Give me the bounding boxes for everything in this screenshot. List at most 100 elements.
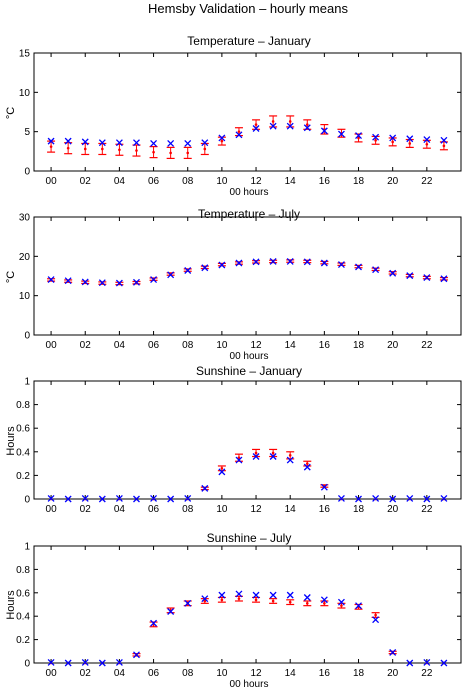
x-tick-label: 14 xyxy=(285,340,297,351)
obs-point-x xyxy=(150,494,158,502)
y-tick-label: 0.2 xyxy=(16,635,30,646)
x-tick-label: 22 xyxy=(421,340,433,351)
x-tick-label: 18 xyxy=(353,340,365,351)
model-point xyxy=(135,149,138,152)
model-point xyxy=(271,120,275,123)
panel-title: Sunshine – January xyxy=(196,364,302,378)
model-point xyxy=(305,602,309,605)
x-tick-label: 12 xyxy=(250,668,262,679)
model-point xyxy=(49,145,53,148)
obs-point-x xyxy=(218,468,226,476)
model-point xyxy=(305,123,309,126)
model-point xyxy=(237,597,241,600)
model-point xyxy=(357,136,360,140)
x-tick-label: 14 xyxy=(285,504,297,515)
model-point xyxy=(118,148,121,152)
obs-point-x xyxy=(167,495,175,503)
model-point xyxy=(323,602,326,605)
y-tick-label: 10 xyxy=(19,88,31,99)
obs-point-x xyxy=(235,131,243,139)
obs-point-x xyxy=(167,271,175,279)
y-tick-label: 0 xyxy=(24,167,30,178)
obs-point-x xyxy=(269,257,277,265)
x-tick-label: 22 xyxy=(421,176,433,187)
x-tick-label: 06 xyxy=(148,504,160,515)
obs-point-x xyxy=(98,659,106,667)
obs-point-x xyxy=(372,266,380,274)
y-tick-label: 1 xyxy=(24,542,30,553)
panel-sunshine-july: Sunshine – July 00 hours Hours 00 02 04 06 0… xyxy=(5,531,462,689)
obs-point-x xyxy=(47,276,55,283)
obs-point-x xyxy=(235,590,243,598)
x-tick-label: 04 xyxy=(114,668,126,679)
model-point xyxy=(288,120,292,123)
x-tick-label: 10 xyxy=(216,176,228,187)
obs-point-x xyxy=(389,649,397,656)
x-tick-label: 04 xyxy=(114,340,126,351)
obs-point-x xyxy=(337,130,345,138)
model-point xyxy=(340,604,343,607)
obs-point-x xyxy=(218,591,226,599)
obs-point-x xyxy=(406,494,414,502)
obs-point-x xyxy=(201,595,209,603)
obs-point-x xyxy=(355,495,362,503)
x-tick-label: 16 xyxy=(319,668,331,679)
model-point xyxy=(220,139,224,143)
obs-point-x xyxy=(64,277,72,285)
obs-point-x xyxy=(201,484,209,492)
model-point xyxy=(408,142,412,145)
obs-point-x xyxy=(320,596,328,604)
model-point xyxy=(237,456,241,460)
obs-point-x xyxy=(303,258,311,266)
obs-point-x xyxy=(184,140,192,147)
y-axis-label: °C xyxy=(5,271,17,283)
obs-point-x xyxy=(252,591,260,599)
obs-point-x xyxy=(406,135,414,143)
obs-point-x xyxy=(406,659,414,667)
obs-point-x xyxy=(235,259,243,267)
obs-point-x xyxy=(286,257,294,265)
y-tick-label: 0.8 xyxy=(16,400,30,411)
obs-point-x xyxy=(98,279,106,287)
obs-point-x xyxy=(337,494,345,502)
obs-point-x xyxy=(184,267,192,274)
obs-point-x xyxy=(184,494,192,502)
x-tick-label: 10 xyxy=(216,340,228,351)
obs-point-x xyxy=(269,591,277,599)
obs-point-x xyxy=(286,122,294,130)
y-axis-label: Hours xyxy=(5,426,17,456)
obs-point-x xyxy=(167,140,175,147)
obs-point-x xyxy=(81,658,89,666)
y-tick-label: 0.4 xyxy=(16,447,30,458)
panel-sunshine-january: Sunshine – January Hours 00 02 04 06 08 10 12 1… xyxy=(5,364,462,515)
model-point xyxy=(254,123,258,126)
x-tick-label: 00 xyxy=(46,340,58,351)
panel-title: Temperature – July xyxy=(198,207,300,221)
plot-frame xyxy=(33,545,462,664)
x-tick-label: 14 xyxy=(285,176,297,187)
obs-point-x xyxy=(372,133,380,141)
x-tick-label: 02 xyxy=(80,340,92,351)
model-point xyxy=(442,144,446,148)
model-point xyxy=(220,467,224,470)
obs-point-x xyxy=(218,134,226,142)
y-tick-label: 0.6 xyxy=(16,588,30,599)
model-point xyxy=(288,600,292,604)
model-point xyxy=(425,142,429,146)
x-tick-label: 18 xyxy=(353,668,365,679)
obs-point-x xyxy=(286,591,294,599)
model-point xyxy=(186,151,190,155)
obs-point-x xyxy=(320,483,328,491)
model-point xyxy=(169,151,172,155)
obs-point-x xyxy=(423,274,431,282)
y-tick-label: 0.2 xyxy=(16,471,30,482)
x-tick-label: 08 xyxy=(182,176,194,187)
obs-point-x xyxy=(252,125,260,132)
x-tick-label: 16 xyxy=(319,340,331,351)
obs-point-x xyxy=(372,494,380,502)
obs-point-x xyxy=(201,139,209,147)
obs-point-x xyxy=(115,658,123,666)
model-point xyxy=(152,150,155,154)
obs-point-x xyxy=(47,658,55,666)
obs-point-x xyxy=(372,616,380,624)
